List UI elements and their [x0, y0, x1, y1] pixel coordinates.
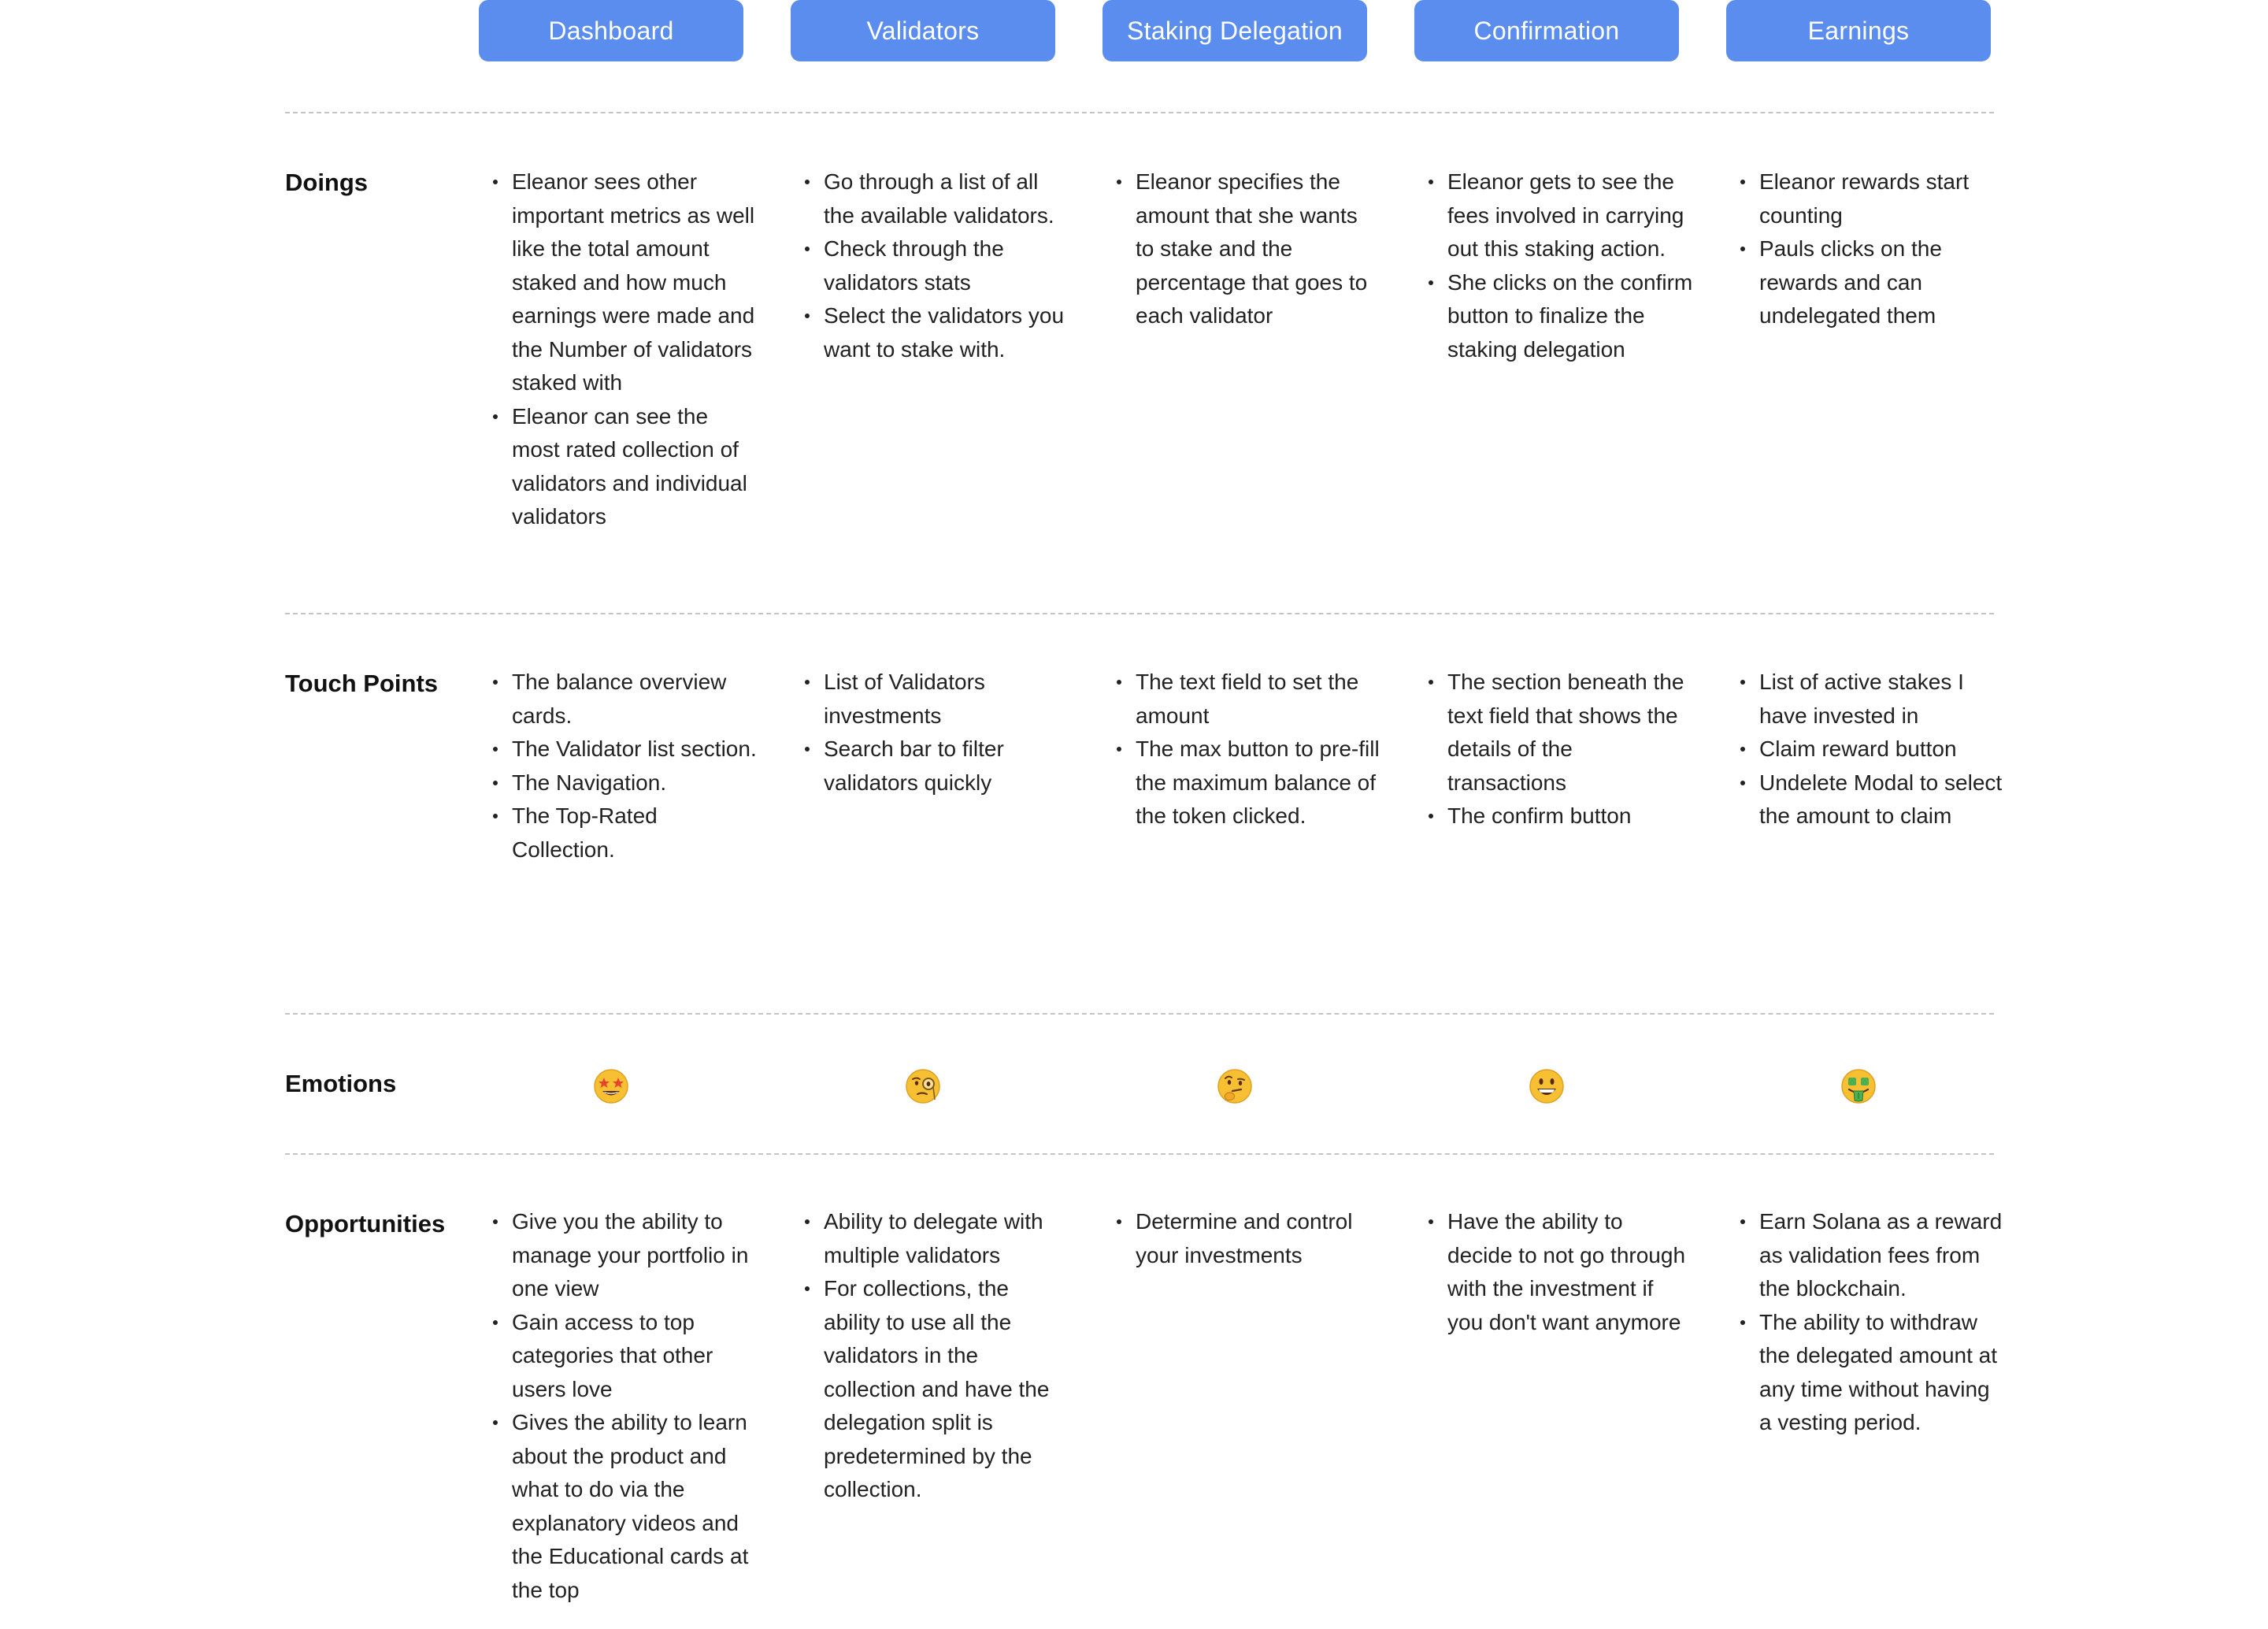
row-label-emotions: Emotions [285, 1070, 397, 1097]
doings-cell-confirmation: Eleanor gets to see the fees involved in… [1425, 165, 1693, 366]
list-item: She clicks on the confirm button to fina… [1425, 266, 1693, 367]
list-item: Give you the ability to manage your port… [490, 1205, 758, 1306]
monocle-face-emoji-icon [906, 1069, 940, 1104]
phase-dashboard: Dashboard [479, 0, 743, 61]
list-item: The Navigation. [490, 766, 758, 800]
phase-confirmation: Confirmation [1414, 0, 1679, 61]
doings-cell-validators: Go through a list of all the available v… [802, 165, 1069, 366]
opportunities-cell-validators: Ability to delegate with multiple valida… [802, 1205, 1069, 1507]
divider [285, 112, 1994, 113]
list-item: The balance overview cards. [490, 666, 758, 733]
phase-validators: Validators [791, 0, 1055, 61]
list-item: Determine and control your investments [1114, 1205, 1381, 1272]
doings-cell-staking-delegation: Eleanor specifies the amount that she wa… [1114, 165, 1381, 333]
list-item: Go through a list of all the available v… [802, 165, 1069, 232]
divider [285, 1013, 1994, 1015]
list-item: The max button to pre-fill the maximum b… [1114, 733, 1381, 833]
row-label-touch-points: Touch Points [285, 670, 439, 697]
list-item: Search bar to filter validators quickly [802, 733, 1069, 800]
list-item: Have the ability to decide to not go thr… [1425, 1205, 1693, 1339]
touch-points-cell-dashboard: The balance overview cards. The Validato… [490, 666, 758, 866]
list-item: The text field to set the amount [1114, 666, 1381, 733]
list-item: Gain access to top categories that other… [490, 1306, 758, 1407]
thinking-face-emoji-icon [1217, 1069, 1252, 1104]
touch-points-cell-validators: List of Validators investments Search ba… [802, 666, 1069, 800]
list-item: The Validator list section. [490, 733, 758, 766]
list-item: The Top-Rated Collection. [490, 800, 758, 866]
list-item: Ability to delegate with multiple valida… [802, 1205, 1069, 1272]
list-item: For collections, the ability to use all … [802, 1272, 1069, 1507]
list-item: List of active stakes I have invested in [1737, 666, 2005, 733]
list-item: Eleanor rewards start counting [1737, 165, 2005, 232]
list-item: Eleanor can see the most rated collectio… [490, 400, 758, 534]
list-item: The confirm button [1425, 800, 1693, 833]
touch-points-cell-earnings: List of active stakes I have invested in… [1737, 666, 2005, 833]
touch-points-cell-staking-delegation: The text field to set the amount The max… [1114, 666, 1381, 833]
phase-earnings: Earnings [1726, 0, 1991, 61]
phase-staking-delegation: Staking Delegation [1102, 0, 1367, 61]
row-label-opportunities: Opportunities [285, 1210, 446, 1238]
list-item: Gives the ability to learn about the pro… [490, 1406, 758, 1607]
opportunities-cell-confirmation: Have the ability to decide to not go thr… [1425, 1205, 1693, 1339]
list-item: Eleanor specifies the amount that she wa… [1114, 165, 1381, 333]
list-item: The ability to withdraw the delegated am… [1737, 1306, 2005, 1440]
list-item: Check through the validators stats [802, 232, 1069, 299]
list-item: The section beneath the text field that … [1425, 666, 1693, 800]
list-item: Claim reward button [1737, 733, 2005, 766]
list-item: List of Validators investments [802, 666, 1069, 733]
touch-points-cell-confirmation: The section beneath the text field that … [1425, 666, 1693, 833]
opportunities-cell-staking-delegation: Determine and control your investments [1114, 1205, 1381, 1272]
doings-cell-earnings: Eleanor rewards start counting Pauls cli… [1737, 165, 2005, 333]
grinning-face-emoji-icon [1529, 1069, 1564, 1104]
list-item: Eleanor sees other important metrics as … [490, 165, 758, 400]
list-item: Undelete Modal to select the amount to c… [1737, 766, 2005, 833]
divider [285, 613, 1994, 614]
opportunities-cell-dashboard: Give you the ability to manage your port… [490, 1205, 758, 1607]
star-struck-emoji-icon [594, 1069, 628, 1104]
list-item: Select the validators you want to stake … [802, 299, 1069, 366]
list-item: Eleanor gets to see the fees involved in… [1425, 165, 1693, 266]
opportunities-cell-earnings: Earn Solana as a reward as validation fe… [1737, 1205, 2005, 1440]
doings-cell-dashboard: Eleanor sees other important metrics as … [490, 165, 758, 534]
list-item: Pauls clicks on the rewards and can unde… [1737, 232, 2005, 333]
divider [285, 1153, 1994, 1155]
row-label-doings: Doings [285, 169, 369, 196]
list-item: Earn Solana as a reward as validation fe… [1737, 1205, 2005, 1306]
money-mouth-face-emoji-icon [1841, 1069, 1876, 1104]
